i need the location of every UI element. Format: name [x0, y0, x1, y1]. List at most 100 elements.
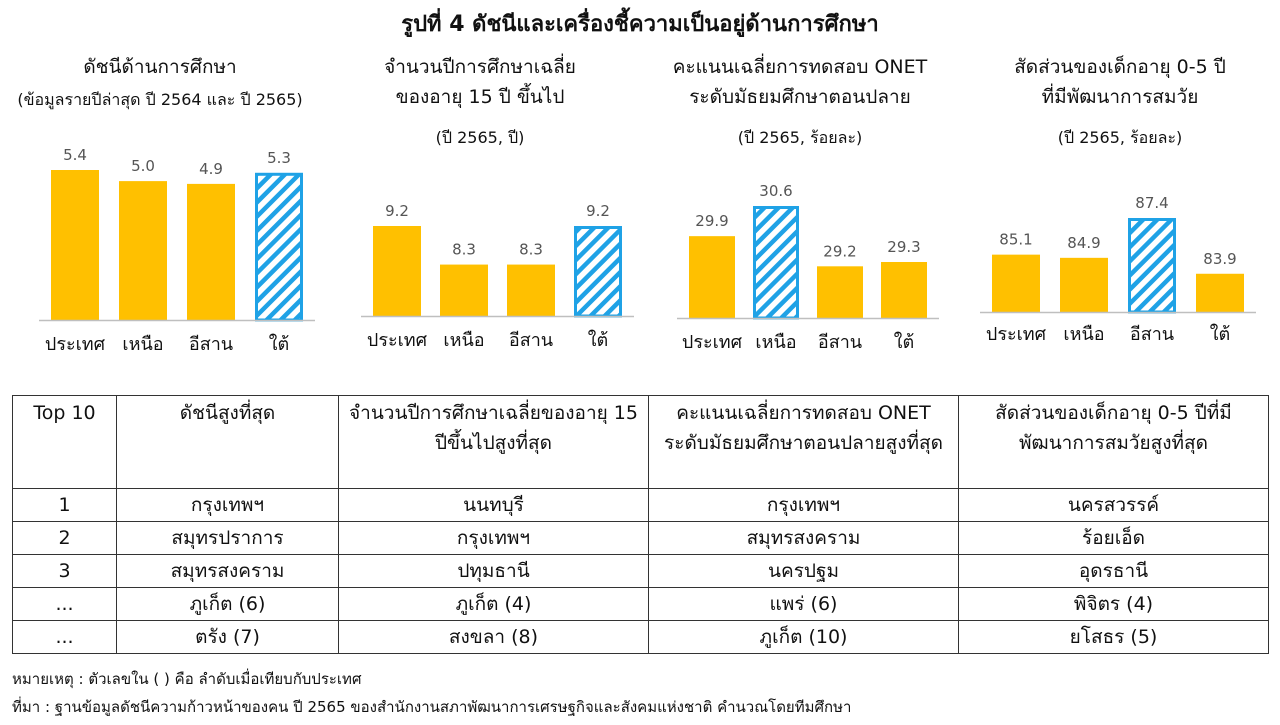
category-label: เหนือ: [1063, 324, 1104, 345]
table-cell: แพร่ (6): [648, 587, 959, 621]
table-cell: ...: [12, 620, 117, 654]
table-cell: ภูเก็ต (6): [116, 587, 339, 621]
category-label: ประเทศ: [986, 324, 1047, 345]
chart-subtitle: (ปี 2565, ร้อยละ): [1057, 128, 1183, 147]
data-label: 5.4: [63, 146, 87, 164]
bar-1: [440, 264, 488, 316]
bar-2: [187, 183, 235, 320]
source-note: ที่มา : ฐานข้อมูลดัชนีความก้าวหน้าของคน …: [12, 698, 852, 716]
bar-2: [1128, 218, 1176, 314]
chart-panel-onet-score: คะแนนเฉลี่ยการทดสอบ ONET ระดับมัธยมศึกษา…: [640, 46, 960, 366]
bar-0: [373, 226, 421, 316]
chart-title-line-1: จำนวนปีการศึกษาเฉลี่ย: [384, 56, 576, 78]
category-label: ใต้: [269, 333, 289, 355]
data-label: 84.9: [1067, 234, 1100, 252]
table-cell: สงขลา (8): [338, 620, 649, 654]
category-label: เหนือ: [443, 330, 484, 351]
bar-0: [51, 170, 99, 320]
category-label: ใต้: [588, 329, 608, 351]
data-label: 9.2: [586, 202, 610, 220]
category-label: ใต้: [894, 331, 914, 353]
bar-1: [119, 181, 167, 320]
category-label: ประเทศ: [682, 332, 743, 353]
data-label: 83.9: [1203, 250, 1236, 268]
table-cell: 2: [12, 521, 117, 555]
table-cell: ร้อยเอ็ด: [958, 521, 1269, 555]
chart-subtitle: (ปี 2565, ร้อยละ): [737, 128, 863, 147]
chart-title-line-1: คะแนนเฉลี่ยการทดสอบ ONET: [672, 56, 928, 78]
category-label: อีสาน: [189, 334, 233, 355]
chart-panel-education-index: ดัชนีด้านการศึกษา (ข้อมูลรายปีล่าสุด ปี …: [0, 46, 320, 366]
bar-chart-onet-score: 29.9 ประเทศ 30.6 เหนือ 29.2 อีสาน 29.3 ใต้: [677, 182, 939, 353]
table-cell: พิจิตร (4): [958, 587, 1269, 621]
table-cell: นครปฐม: [648, 554, 959, 588]
category-label: เหนือ: [755, 332, 796, 353]
table-row: 1 กรุงเทพฯ นนทบุรี กรุงเทพฯ นครสวรรค์: [12, 488, 1269, 522]
header-highest-schooling: จำนวนปีการศึกษาเฉลี่ยของอายุ 15 ปีขึ้นไป…: [338, 395, 649, 489]
bar-1: [753, 206, 799, 320]
chart-title-line-1: ดัชนีด้านการศึกษา: [83, 56, 237, 78]
data-label: 9.2: [385, 202, 409, 220]
footnote: หมายเหตุ : ตัวเลขใน ( ) คือ ลำดับเมื่อเท…: [12, 670, 362, 688]
data-label: 8.3: [519, 241, 543, 259]
category-label: อีสาน: [818, 332, 862, 353]
table-cell: กรุงเทพฯ: [338, 521, 649, 555]
top10-table: Top 10 ดัชนีสูงที่สุด จำนวนปีการศึกษาเฉล…: [12, 395, 1269, 654]
table-cell: 1: [12, 488, 117, 522]
bar-3: [1196, 273, 1244, 312]
data-label: 85.1: [999, 231, 1032, 249]
chart-title-line-2: ที่มีพัฒนาการสมวัย: [1041, 86, 1199, 108]
table-row: 2 สมุทรปราการ กรุงเทพฯ สมุทรสงคราม ร้อยเอ็ด: [12, 521, 1269, 555]
figure-title: รูปที่ 4 ดัชนีและเครื่องชี้ความเป็นอยู่ด…: [401, 12, 879, 37]
table-cell: 3: [12, 554, 117, 588]
table-cell: ตรัง (7): [116, 620, 339, 654]
category-label: ประเทศ: [367, 330, 428, 351]
table-cell: ...: [12, 587, 117, 621]
bar-3: [574, 226, 622, 318]
category-label: ใต้: [1210, 323, 1230, 345]
bar-0: [992, 254, 1040, 312]
data-label: 87.4: [1135, 194, 1168, 212]
table-header-row: Top 10 ดัชนีสูงที่สุด จำนวนปีการศึกษาเฉล…: [12, 395, 1269, 489]
data-label: 4.9: [199, 160, 223, 178]
header-rank: Top 10: [12, 395, 117, 489]
table-row: 3 สมุทรสงคราม ปทุมธานี นครปฐม อุดรธานี: [12, 554, 1269, 588]
data-label: 29.9: [695, 212, 728, 230]
bar-0: [689, 236, 735, 318]
category-label: อีสาน: [1130, 324, 1174, 345]
header-highest-child-dev: สัดส่วนของเด็กอายุ 0-5 ปีที่มีพัฒนาการสม…: [958, 395, 1269, 489]
data-label: 8.3: [452, 241, 476, 259]
header-highest-index: ดัชนีสูงที่สุด: [116, 395, 339, 489]
chart-subtitle: (ปี 2565, ปี): [435, 128, 525, 147]
chart-panel-years-of-schooling: จำนวนปีการศึกษาเฉลี่ย ของอายุ 15 ปี ขึ้น…: [320, 46, 640, 366]
header-highest-onet: คะแนนเฉลี่ยการทดสอบ ONET ระดับมัธยมศึกษา…: [648, 395, 959, 489]
bar-3: [255, 172, 303, 322]
table-row: ... ภูเก็ต (6) ภูเก็ต (4) แพร่ (6) พิจิตร (4…: [12, 587, 1269, 621]
bar-3: [881, 262, 927, 318]
bar-1: [1060, 257, 1108, 312]
data-label: 29.3: [887, 238, 920, 256]
chart-panel-child-development: สัดส่วนของเด็กอายุ 0-5 ปี ที่มีพัฒนาการส…: [960, 46, 1280, 366]
table-cell: ปทุมธานี: [338, 554, 649, 588]
table-cell: สมุทรสงคราม: [116, 554, 339, 588]
table-cell: ภูเก็ต (4): [338, 587, 649, 621]
table-cell: อุดรธานี: [958, 554, 1269, 588]
category-label: อีสาน: [509, 330, 553, 351]
data-label: 5.3: [267, 149, 291, 167]
data-label: 5.0: [131, 157, 155, 175]
table-cell: กรุงเทพฯ: [116, 488, 339, 522]
bar-chart-years-of-schooling: 9.2 ประเทศ 8.3 เหนือ 8.3 อีสาน 9.2 ใต้: [361, 202, 634, 351]
data-label: 30.6: [759, 182, 792, 200]
chart-title-line-1: สัดส่วนของเด็กอายุ 0-5 ปี: [1014, 56, 1226, 78]
chart-subtitle: (ข้อมูลรายปีล่าสุด ปี 2564 และ ปี 2565): [17, 90, 303, 109]
bar-2: [817, 266, 863, 318]
chart-title-line-2: ของอายุ 15 ปี ขึ้นไป: [395, 86, 565, 108]
table-cell: นนทบุรี: [338, 488, 649, 522]
data-label: 29.2: [823, 242, 856, 260]
bar-chart-child-development: 85.1 ประเทศ 84.9 เหนือ 87.4 อีสาน 83.9 ใต้: [980, 194, 1256, 345]
category-label: ประเทศ: [45, 334, 106, 355]
table-cell: สมุทรปราการ: [116, 521, 339, 555]
table-row: ... ตรัง (7) สงขลา (8) ภูเก็ต (10) ยโสธร (5): [12, 620, 1269, 654]
bar-2: [507, 264, 555, 316]
table-cell: ยโสธร (5): [958, 620, 1269, 654]
